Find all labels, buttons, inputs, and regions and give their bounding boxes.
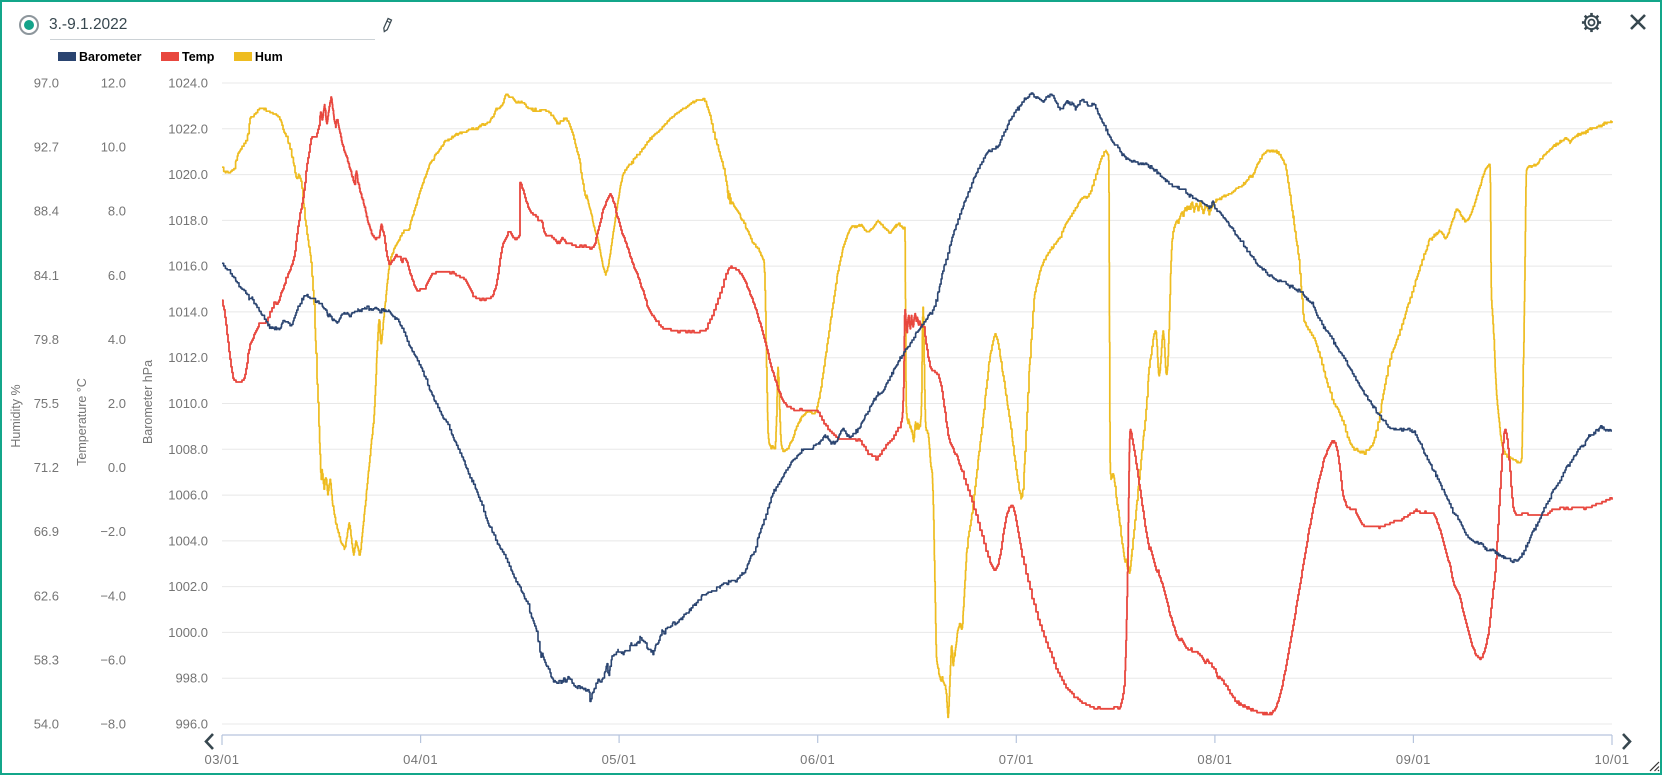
- svg-text:79.8: 79.8: [34, 332, 59, 347]
- svg-text:1016.0: 1016.0: [168, 259, 208, 274]
- svg-text:−8.0: −8.0: [100, 717, 126, 732]
- svg-text:1014.0: 1014.0: [168, 304, 208, 319]
- svg-text:03/01: 03/01: [204, 752, 239, 767]
- svg-text:996.0: 996.0: [175, 717, 208, 732]
- svg-text:10.0: 10.0: [101, 140, 126, 155]
- svg-text:−6.0: −6.0: [100, 652, 126, 667]
- svg-text:4.0: 4.0: [108, 332, 126, 347]
- svg-text:Humidity %: Humidity %: [9, 384, 23, 447]
- svg-text:07/01: 07/01: [999, 752, 1034, 767]
- svg-text:58.3: 58.3: [34, 652, 59, 667]
- svg-text:−2.0: −2.0: [100, 524, 126, 539]
- svg-text:09/01: 09/01: [1396, 752, 1431, 767]
- svg-text:62.6: 62.6: [34, 588, 59, 603]
- svg-text:1012.0: 1012.0: [168, 350, 208, 365]
- svg-text:1002.0: 1002.0: [168, 579, 208, 594]
- svg-text:1022.0: 1022.0: [168, 121, 208, 136]
- svg-text:84.1: 84.1: [34, 268, 59, 283]
- svg-text:54.0: 54.0: [34, 717, 59, 732]
- svg-text:8.0: 8.0: [108, 204, 126, 219]
- svg-text:1004.0: 1004.0: [168, 533, 208, 548]
- svg-text:1010.0: 1010.0: [168, 396, 208, 411]
- svg-text:Barometer hPa: Barometer hPa: [141, 360, 155, 444]
- svg-text:88.4: 88.4: [34, 204, 59, 219]
- svg-text:66.9: 66.9: [34, 524, 59, 539]
- svg-text:1008.0: 1008.0: [168, 442, 208, 457]
- svg-text:08/01: 08/01: [1197, 752, 1232, 767]
- svg-text:−4.0: −4.0: [100, 588, 126, 603]
- svg-text:06/01: 06/01: [800, 752, 835, 767]
- svg-text:1006.0: 1006.0: [168, 488, 208, 503]
- svg-text:71.2: 71.2: [34, 460, 59, 475]
- svg-text:1000.0: 1000.0: [168, 625, 208, 640]
- svg-text:0.0: 0.0: [108, 460, 126, 475]
- svg-text:75.5: 75.5: [34, 396, 59, 411]
- svg-text:10/01: 10/01: [1594, 752, 1629, 767]
- svg-text:6.0: 6.0: [108, 268, 126, 283]
- svg-text:05/01: 05/01: [602, 752, 637, 767]
- svg-text:998.0: 998.0: [175, 671, 208, 686]
- svg-text:97.0: 97.0: [34, 76, 59, 91]
- svg-text:2.0: 2.0: [108, 396, 126, 411]
- svg-text:12.0: 12.0: [101, 76, 126, 91]
- svg-text:92.7: 92.7: [34, 140, 59, 155]
- svg-text:1020.0: 1020.0: [168, 167, 208, 182]
- svg-text:1018.0: 1018.0: [168, 213, 208, 228]
- svg-text:1024.0: 1024.0: [168, 76, 208, 91]
- svg-text:Temperature °C: Temperature °C: [75, 378, 89, 466]
- svg-text:04/01: 04/01: [403, 752, 438, 767]
